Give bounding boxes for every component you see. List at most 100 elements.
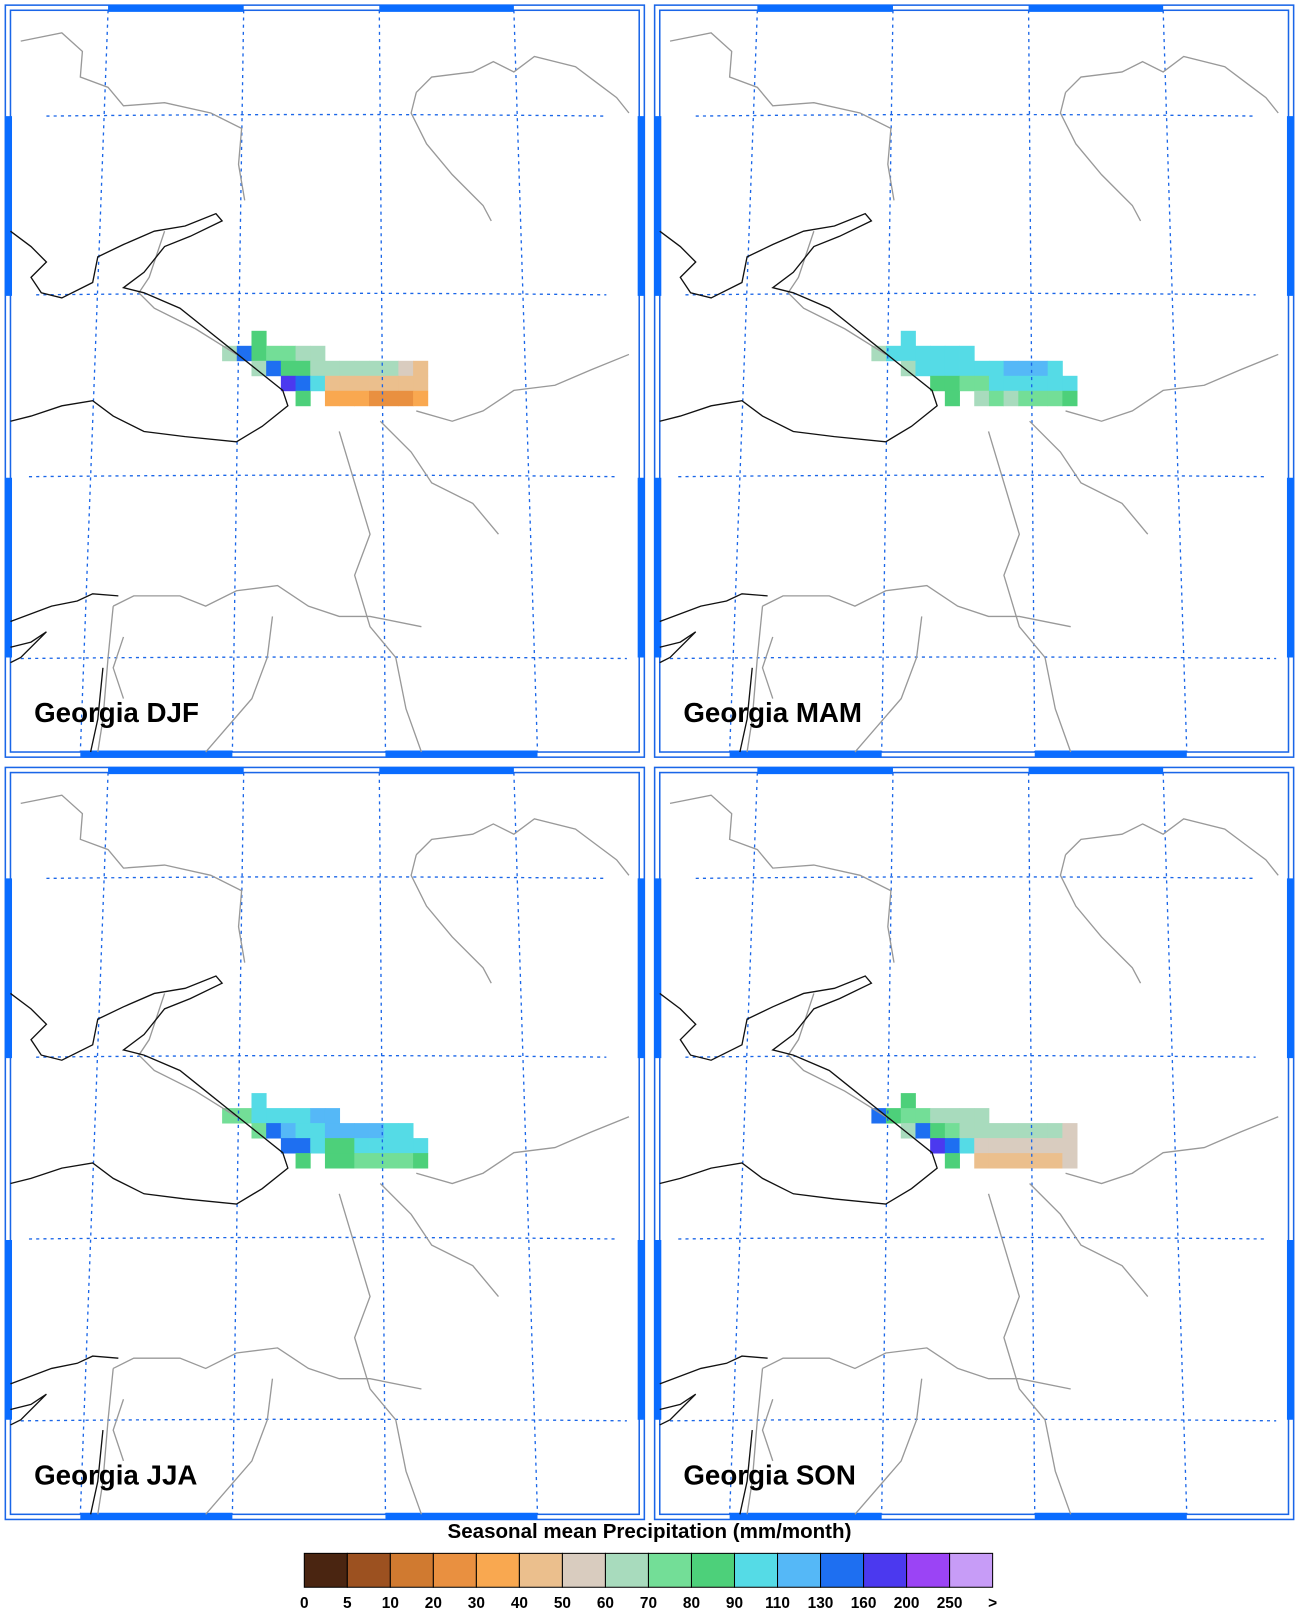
precip-cell — [369, 1123, 385, 1139]
precip-cell — [871, 345, 887, 362]
precip-cell — [988, 1123, 1005, 1139]
precip-cell — [1018, 360, 1034, 377]
precip-cell — [222, 1108, 238, 1124]
precip-cells — [871, 330, 1078, 407]
precip-cell — [280, 360, 296, 377]
precip-cell — [900, 1093, 916, 1109]
precip-cell — [251, 1108, 267, 1124]
precip-cell — [1047, 360, 1063, 377]
colorbar-label: 160 — [851, 1595, 877, 1612]
colorbar-label: 0 — [300, 1595, 309, 1612]
precip-cell — [369, 390, 385, 407]
precip-cell — [310, 375, 326, 392]
colorbar-swatch — [906, 1552, 951, 1588]
precip-cell — [324, 390, 341, 407]
precip-cell — [944, 1108, 960, 1124]
colorbar-label: 130 — [808, 1595, 834, 1612]
precip-cell — [930, 360, 946, 377]
precip-cell — [324, 1153, 341, 1169]
precip-cell — [413, 1153, 429, 1169]
precip-cell — [295, 1108, 311, 1124]
precip-cell — [930, 375, 946, 392]
colorbar-swatch — [733, 1552, 779, 1588]
precip-cells — [222, 330, 429, 407]
precip-cell — [413, 360, 429, 377]
precip-cell — [974, 360, 990, 377]
precip-cell — [900, 330, 916, 347]
precip-cell — [339, 1153, 355, 1169]
colorbar-label: 80 — [683, 1595, 700, 1612]
precip-cell — [310, 345, 326, 362]
colorbar-label: > — [988, 1595, 997, 1612]
colorbar-swatch — [863, 1552, 908, 1588]
colorbar-swatch — [346, 1552, 391, 1588]
precip-cell — [915, 1108, 931, 1124]
precip-cell — [383, 360, 399, 377]
precip-cell — [280, 345, 296, 362]
precip-cell — [1032, 1138, 1049, 1154]
precip-cell — [369, 1138, 385, 1154]
precip-cell — [339, 1123, 355, 1139]
panel-title: Georgia JJA — [34, 1460, 197, 1491]
precip-cell — [988, 375, 1005, 392]
precip-cell — [369, 375, 385, 392]
precip-cell — [251, 1123, 267, 1139]
precip-cell — [295, 1123, 311, 1139]
precip-cell — [295, 345, 311, 362]
precip-cell — [1018, 1123, 1034, 1139]
precip-cell — [324, 375, 341, 392]
panel-title: Georgia DJF — [34, 697, 199, 728]
precip-cell — [1003, 375, 1019, 392]
precip-cell — [398, 375, 414, 392]
precip-cell — [324, 1123, 341, 1139]
precip-cell — [944, 360, 960, 377]
precip-cell — [900, 1123, 916, 1139]
precip-cell — [383, 390, 399, 407]
precip-cell — [974, 1123, 990, 1139]
precip-cell — [413, 1138, 429, 1154]
precip-cell — [383, 1123, 399, 1139]
precip-cell — [251, 1093, 267, 1109]
colorbar-swatch — [518, 1552, 563, 1588]
colorbar-label: 20 — [425, 1595, 442, 1612]
precip-cell — [930, 345, 946, 362]
precip-cell — [1032, 390, 1049, 407]
colorbar-swatch — [432, 1552, 477, 1588]
precip-cell — [324, 1138, 341, 1154]
precip-cell — [1018, 1138, 1034, 1154]
precip-cell — [944, 390, 960, 407]
precip-cell — [974, 375, 990, 392]
precip-cell — [930, 1108, 946, 1124]
colorbar-swatch — [475, 1552, 520, 1588]
colorbar-label: 10 — [382, 1595, 399, 1612]
precip-cell — [339, 360, 355, 377]
precip-cell — [339, 390, 355, 407]
precip-cell — [354, 1123, 370, 1139]
precip-cell — [295, 1153, 311, 1169]
precip-cell — [1018, 390, 1034, 407]
colorbar: Seasonal mean Precipitation (mm/month) 0… — [300, 1520, 997, 1612]
precip-cell — [1032, 1153, 1049, 1169]
precip-cell — [413, 390, 429, 407]
precip-cell — [1062, 1123, 1078, 1139]
precip-cell — [251, 360, 267, 377]
colorbar-title: Seasonal mean Precipitation (mm/month) — [448, 1520, 852, 1543]
precip-cell — [988, 360, 1005, 377]
precip-cell — [944, 345, 960, 362]
colorbar-swatch — [777, 1552, 822, 1588]
precip-cell — [280, 1123, 296, 1139]
precip-cell — [959, 1138, 975, 1154]
precip-cell — [369, 360, 385, 377]
precip-cell — [295, 1138, 311, 1154]
precip-cell — [1062, 390, 1078, 407]
precip-cell — [1032, 1123, 1049, 1139]
precip-cell — [974, 1108, 990, 1124]
precip-cell — [295, 375, 311, 392]
map-panel: Georgia DJF — [5, 5, 644, 757]
precip-cell — [930, 1123, 946, 1139]
precip-cell — [959, 360, 975, 377]
precip-cell — [339, 1138, 355, 1154]
precip-cell — [944, 375, 960, 392]
precip-cell — [354, 360, 370, 377]
precip-cell — [266, 345, 282, 362]
